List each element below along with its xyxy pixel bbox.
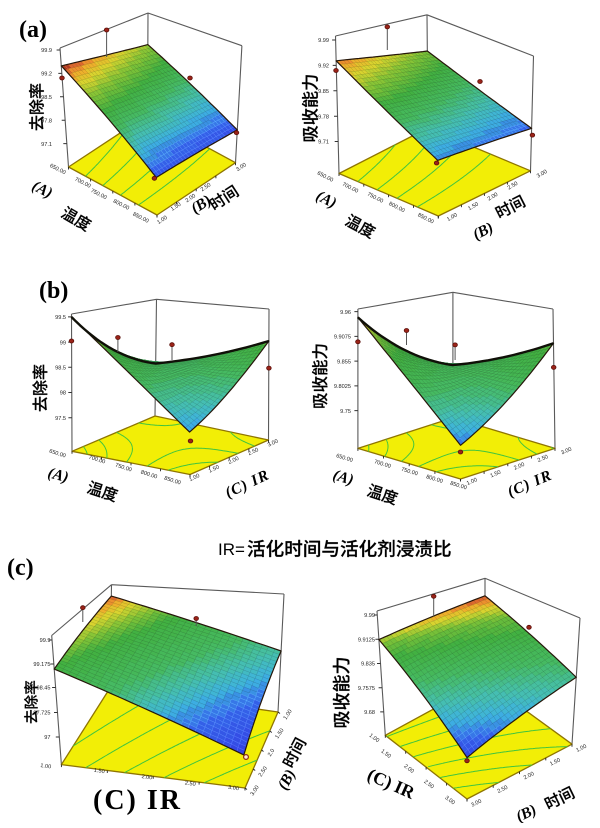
svg-text:98.45: 98.45 [37, 686, 51, 692]
svg-text:9.99: 9.99 [318, 38, 329, 44]
svg-text:(A): (A) [46, 464, 70, 486]
svg-text:700.00: 700.00 [88, 455, 106, 466]
svg-text:9.835: 9.835 [361, 662, 375, 668]
svg-text:3.00: 3.00 [267, 439, 279, 449]
svg-text:98.5: 98.5 [41, 95, 52, 101]
svg-text:3.00: 3.00 [560, 447, 572, 457]
svg-text:9.92: 9.92 [318, 64, 329, 70]
svg-text:1.00: 1.00 [156, 215, 168, 226]
svg-text:2.00: 2.00 [402, 764, 414, 775]
svg-text:1.50: 1.50 [549, 757, 561, 767]
svg-text:1.50: 1.50 [170, 202, 182, 213]
svg-text:2.50: 2.50 [184, 780, 196, 787]
svg-text:97: 97 [44, 735, 50, 741]
svg-text:2.00: 2.00 [513, 462, 525, 472]
svg-text:9.855: 9.855 [337, 359, 351, 365]
svg-text:1.00: 1.00 [188, 473, 200, 483]
svg-text:1.50: 1.50 [379, 749, 391, 760]
svg-text:97.8: 97.8 [41, 118, 52, 124]
svg-text:99.5: 99.5 [55, 315, 66, 321]
svg-text:9.99: 9.99 [364, 613, 375, 619]
svg-text:800.00: 800.00 [425, 474, 443, 485]
svg-text:9.9125: 9.9125 [358, 637, 375, 643]
svg-text:3.00: 3.00 [228, 785, 240, 792]
svg-text:1.50: 1.50 [208, 464, 220, 474]
svg-text:3.00: 3.00 [250, 785, 261, 797]
svg-text:1.00: 1.00 [446, 212, 458, 223]
svg-text:2.50: 2.50 [200, 182, 212, 193]
svg-text:2.00: 2.00 [523, 771, 535, 781]
svg-text:650.00: 650.00 [335, 453, 353, 464]
svg-text:800.00: 800.00 [140, 470, 158, 481]
svg-text:2.0: 2.0 [267, 748, 276, 758]
svg-text:1.00: 1.00 [575, 744, 587, 754]
svg-text:99: 99 [60, 340, 66, 346]
svg-text:1.50: 1.50 [467, 202, 479, 213]
svg-text:1.00: 1.00 [40, 763, 52, 770]
svg-text:700.00: 700.00 [373, 459, 391, 470]
svg-text:2.50: 2.50 [507, 181, 519, 192]
svg-text:2.50: 2.50 [537, 454, 549, 464]
svg-text:2.00: 2.00 [228, 456, 240, 466]
svg-text:(C) IR: (C) IR [93, 785, 182, 816]
svg-text:2.00: 2.00 [141, 774, 153, 781]
svg-text:650.00: 650.00 [48, 449, 66, 460]
svg-text:IR=: IR= [218, 540, 245, 559]
svg-text:9.75: 9.75 [340, 409, 351, 415]
svg-text:97.1: 97.1 [41, 142, 52, 148]
svg-text:1.50: 1.50 [274, 728, 285, 740]
svg-text:97.5: 97.5 [55, 416, 66, 422]
svg-text:9.71: 9.71 [318, 140, 329, 146]
svg-text:850.00: 850.00 [163, 476, 181, 487]
svg-text:(A): (A) [331, 467, 356, 489]
svg-text:9.85: 9.85 [318, 89, 329, 95]
svg-text:1.00: 1.00 [466, 477, 478, 487]
svg-text:3.00: 3.00 [235, 162, 247, 173]
svg-text:(a): (a) [19, 17, 47, 43]
svg-text:9.96: 9.96 [340, 310, 351, 316]
svg-text:1.50: 1.50 [490, 470, 502, 480]
svg-text:750.00: 750.00 [114, 463, 132, 474]
svg-text:1.00: 1.00 [368, 733, 380, 744]
svg-text:3.00: 3.00 [536, 169, 548, 180]
svg-text:99.2: 99.2 [41, 72, 52, 78]
svg-text:1.00: 1.00 [283, 709, 294, 721]
svg-text:2.00: 2.00 [487, 192, 499, 203]
svg-text:3.00: 3.00 [443, 795, 455, 806]
svg-text:97.725: 97.725 [33, 711, 50, 717]
svg-text:9.9075: 9.9075 [334, 335, 351, 341]
svg-text:3.00: 3.00 [470, 799, 482, 809]
svg-text:850.00: 850.00 [449, 481, 467, 492]
svg-text:2.50: 2.50 [258, 766, 269, 778]
svg-text:1.50: 1.50 [93, 768, 105, 775]
svg-text:98.5: 98.5 [55, 366, 66, 372]
svg-text:2.50: 2.50 [497, 785, 509, 795]
svg-text:99.9: 99.9 [40, 638, 51, 644]
svg-text:99.175: 99.175 [33, 662, 50, 668]
svg-text:750.00: 750.00 [400, 467, 418, 478]
svg-text:2.00: 2.00 [185, 193, 197, 204]
svg-text:9.7575: 9.7575 [358, 686, 375, 692]
svg-text:(b): (b) [39, 278, 68, 304]
svg-text:9.8025: 9.8025 [334, 384, 351, 390]
svg-text:2.50: 2.50 [422, 779, 434, 790]
svg-text:99.9: 99.9 [41, 48, 52, 54]
svg-text:9.78: 9.78 [318, 114, 329, 120]
svg-text:(c): (c) [7, 555, 34, 581]
svg-text:9.68: 9.68 [364, 710, 375, 716]
svg-text:98: 98 [60, 391, 66, 397]
svg-text:2.50: 2.50 [247, 447, 259, 457]
